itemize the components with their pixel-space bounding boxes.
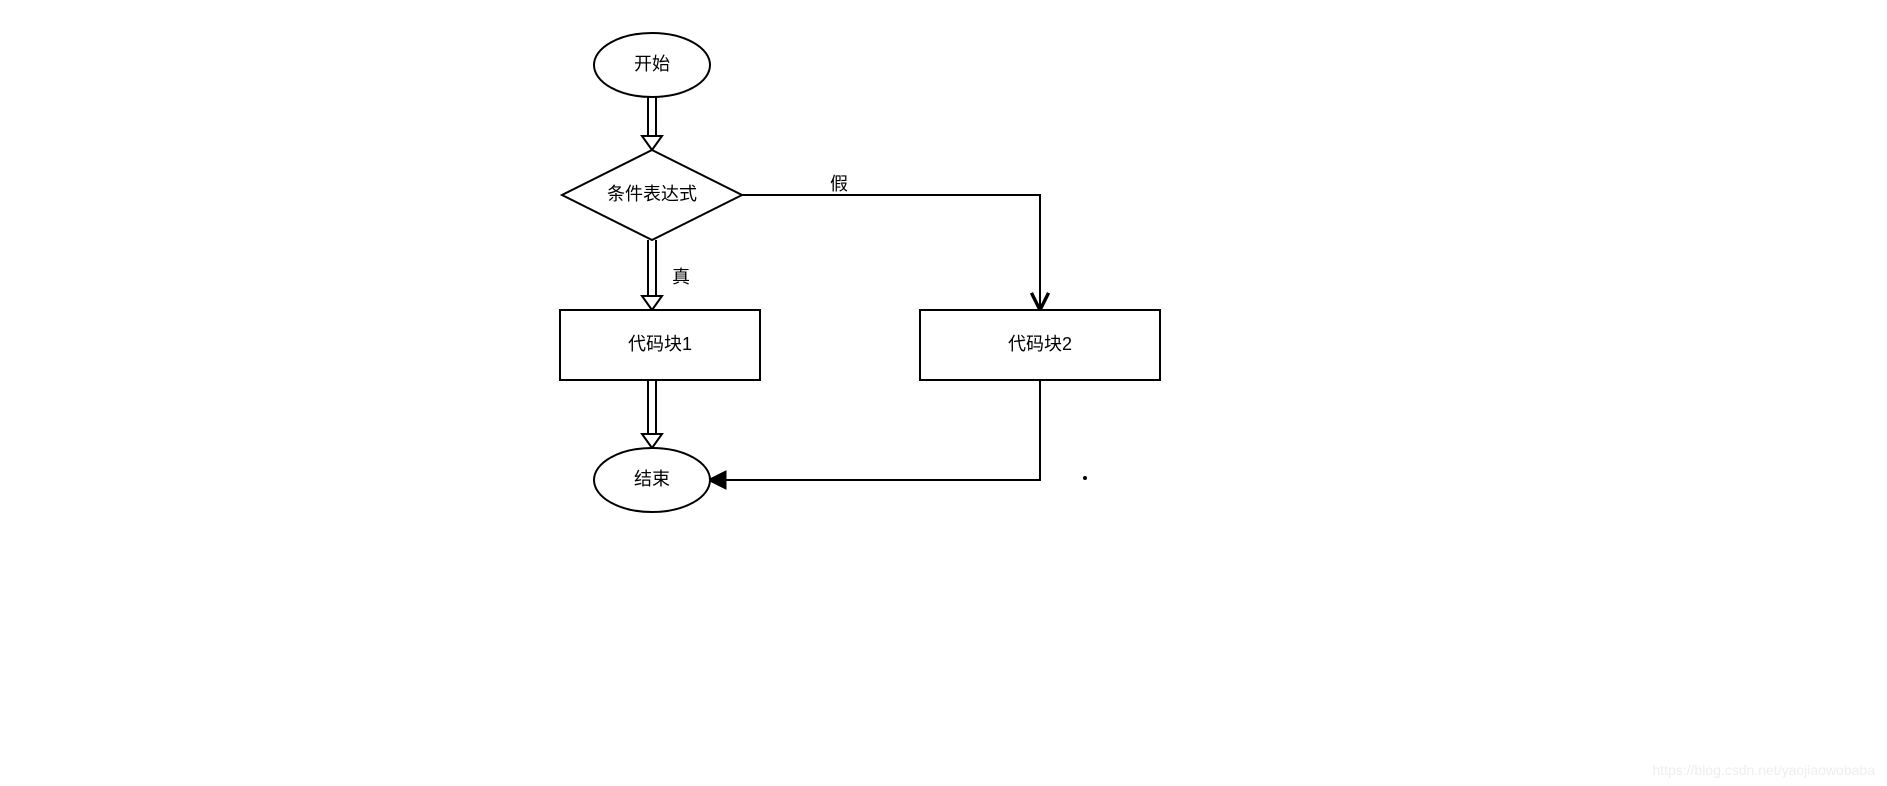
- edge-cond-to-block1-label: 真: [672, 267, 690, 287]
- edge-block2-to-end: [710, 380, 1040, 480]
- node-block1-label: 代码块1: [628, 334, 692, 354]
- node-end-label: 结束: [634, 469, 670, 489]
- node-block1: 代码块1: [560, 310, 760, 380]
- edge-cond-to-block1: [642, 240, 662, 310]
- node-condition: 条件表达式: [562, 150, 742, 240]
- node-condition-label: 条件表达式: [607, 184, 697, 204]
- edge-start-to-cond: [642, 97, 662, 150]
- stray-dot: [1083, 476, 1087, 480]
- flowchart-canvas: 开始条件表达式代码块1 代码块2 结束 真 假: [0, 0, 1887, 786]
- edge-block1-to-end: [642, 380, 662, 448]
- node-start-label: 开始: [634, 54, 670, 74]
- watermark-text: https://blog.csdn.net/yaojiaowobaba: [1652, 762, 1875, 778]
- node-block2-label: 代码块2: [1008, 334, 1072, 354]
- edge-cond-to-block2-label: 假: [830, 174, 848, 194]
- node-end: 结束: [594, 448, 710, 512]
- edge-cond-to-block2: [742, 195, 1040, 310]
- node-start: 开始: [594, 33, 710, 97]
- node-block2: 代码块2: [920, 310, 1160, 380]
